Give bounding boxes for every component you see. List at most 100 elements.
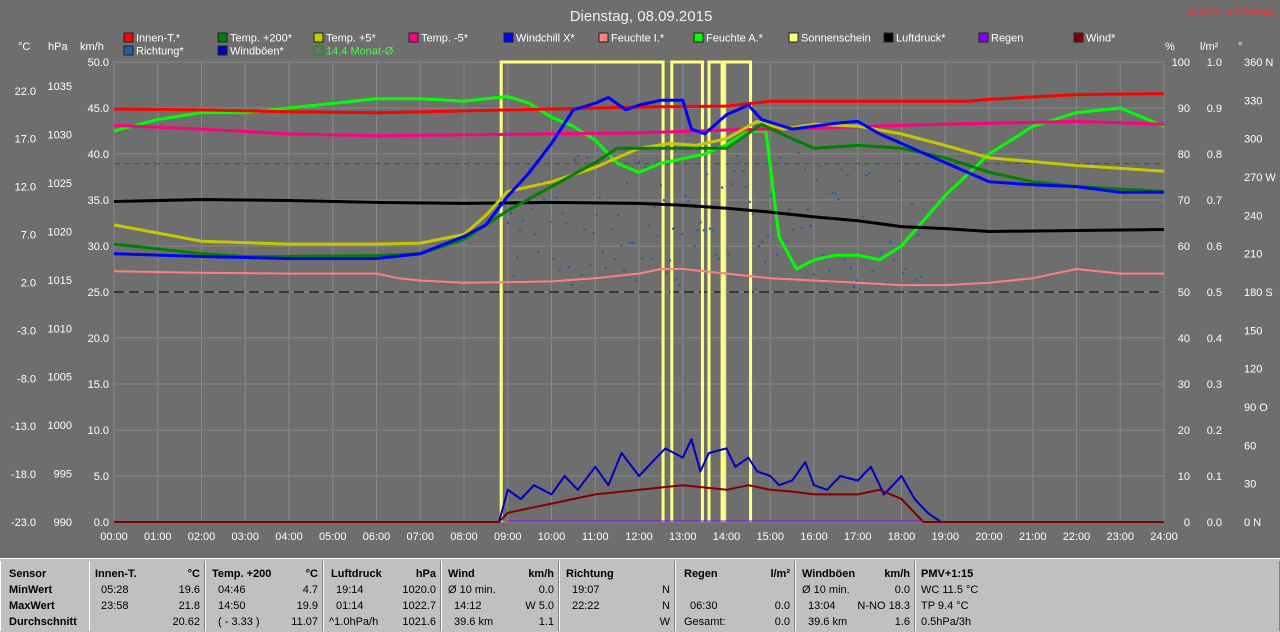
time-tick-label: 13:00 [669,531,697,543]
wind-tick-label: 50.0 [88,57,109,69]
station-name: Station Göritzhain [1187,7,1274,19]
direction-point [818,164,822,168]
direction-point [760,240,764,243]
direction-point [647,224,650,228]
direction-point [898,179,901,183]
regen-r3a: Gesamt: [684,616,726,628]
temp200-avg: 11.07 [291,616,318,628]
direction-point [779,156,782,159]
direction-point [901,271,905,274]
direction-tick-label: 240 [1244,210,1262,222]
pmv-r3: 0.5hPa/3h [921,616,972,628]
direction-point [659,184,663,187]
direction-point [561,212,565,215]
direction-point [776,253,779,256]
direction-point [598,196,601,199]
wind-tick-label: 25.0 [88,287,109,299]
rain-tick-label: 0.6 [1207,241,1222,253]
direction-point [632,241,635,244]
direction-point [803,168,807,171]
legend-swatch [788,32,799,43]
stats-pmv: PMV+1:15 WC 11.5 °C TP 9.4 °C 0.5hPa/3h [915,561,1280,631]
temp-tick-label: 12.0 [15,182,36,194]
time-tick-label: 00:00 [100,531,128,543]
direction-point [892,258,895,261]
direction-point [840,168,843,171]
direction-tick-label: 270 W [1244,172,1276,184]
series-line [114,438,1164,523]
temp200-unit: °C [305,568,318,580]
innen-max-time: 23:58 [101,600,129,612]
time-tick-label: 17:00 [844,531,872,543]
time-tick-label: 09:00 [494,531,522,543]
series-line [114,484,1164,523]
legend-label: Wind* [1086,33,1116,45]
direction-point [717,257,721,260]
direction-point [812,273,816,276]
direction-tick-label: 300 [1244,134,1262,146]
direction-point [668,259,672,262]
direction-point [766,235,770,238]
legend-label: Temp. +5* [326,33,377,45]
temp200-max-val: 19.9 [296,600,318,612]
direction-point [641,257,644,260]
direction-point [696,229,699,232]
sunshine-period [670,60,704,522]
direction-point [543,198,546,201]
time-tick-label: 24:00 [1150,531,1178,543]
direction-point [613,258,617,261]
unit-celsius: °C [18,41,30,53]
direction-point [674,278,678,281]
wind-tick-label: 40.0 [88,149,109,161]
percent-tick-label: 80 [1178,149,1190,161]
boeen-r3b: 1.6 [894,616,910,628]
stats-wind: Wind km/h Ø 10 min. 0.0 14:12 W 5.0 39.6… [441,561,559,631]
pressure-tick-label: 1010 [48,323,72,335]
direction-point [705,172,709,176]
luftdruck-unit: hPa [415,568,436,580]
stats-row-labels: Sensor MinWert MaxWert Durchschnitt [0,561,90,631]
rain-tick-label: 0.9 [1207,103,1222,115]
direction-point [788,208,791,211]
direction-point [843,258,846,261]
rain-tick-label: 0.2 [1207,425,1222,437]
unit-kmh: km/h [80,41,104,53]
direction-point [870,270,874,273]
wind-tick-label: 20.0 [88,333,109,345]
percent-tick-label: 0 [1184,517,1190,529]
series-line [113,119,1165,138]
luftdruck-min-val: 1020.0 [402,584,436,596]
legend-label: Feuchte A.* [706,33,764,45]
direction-point [846,174,849,177]
direction-point [809,224,813,228]
legend-swatch [978,32,989,43]
percent-tick-label: 90 [1178,103,1190,115]
time-tick-label: 04:00 [275,531,303,543]
luftdruck-avg: 1021.6 [402,616,436,628]
direction-point [506,221,509,225]
wind-r2a: 14:12 [454,600,482,612]
stats-temp200: Temp. +200 °C 04:46 4.7 14:50 19.9 ( - 3… [205,561,323,631]
direction-point [592,231,595,235]
time-tick-label: 02:00 [188,531,216,543]
direction-tick-label: 330 [1244,95,1262,107]
wind-unit: km/h [528,568,554,580]
legend-swatch [693,32,704,43]
weather-chart: Dienstag, 08.09.2015 Station Göritzhain … [0,0,1280,558]
rain-tick-label: 0.1 [1207,471,1222,483]
direction-tick-label: 0 N [1244,517,1261,529]
direction-tick-label: 150 [1244,325,1262,337]
direction-point [650,257,653,261]
temp200-avg-delta: ( - 3.33 ) [218,616,260,628]
time-tick-label: 07:00 [406,531,434,543]
temp200-min-time: 04:46 [218,584,246,596]
direction-point [625,182,629,185]
luftdruck-trend: ^1.0hPa/h [329,616,379,628]
innen-min-time: 05:28 [101,584,129,596]
legend-swatch [408,32,419,43]
series-line [113,96,1164,260]
direction-point [656,234,660,237]
temp-tick-label: 17.0 [15,134,36,146]
boeen-r1b: 0.0 [894,584,910,596]
boeen-r2b: N-NO 18.3 [857,600,910,612]
